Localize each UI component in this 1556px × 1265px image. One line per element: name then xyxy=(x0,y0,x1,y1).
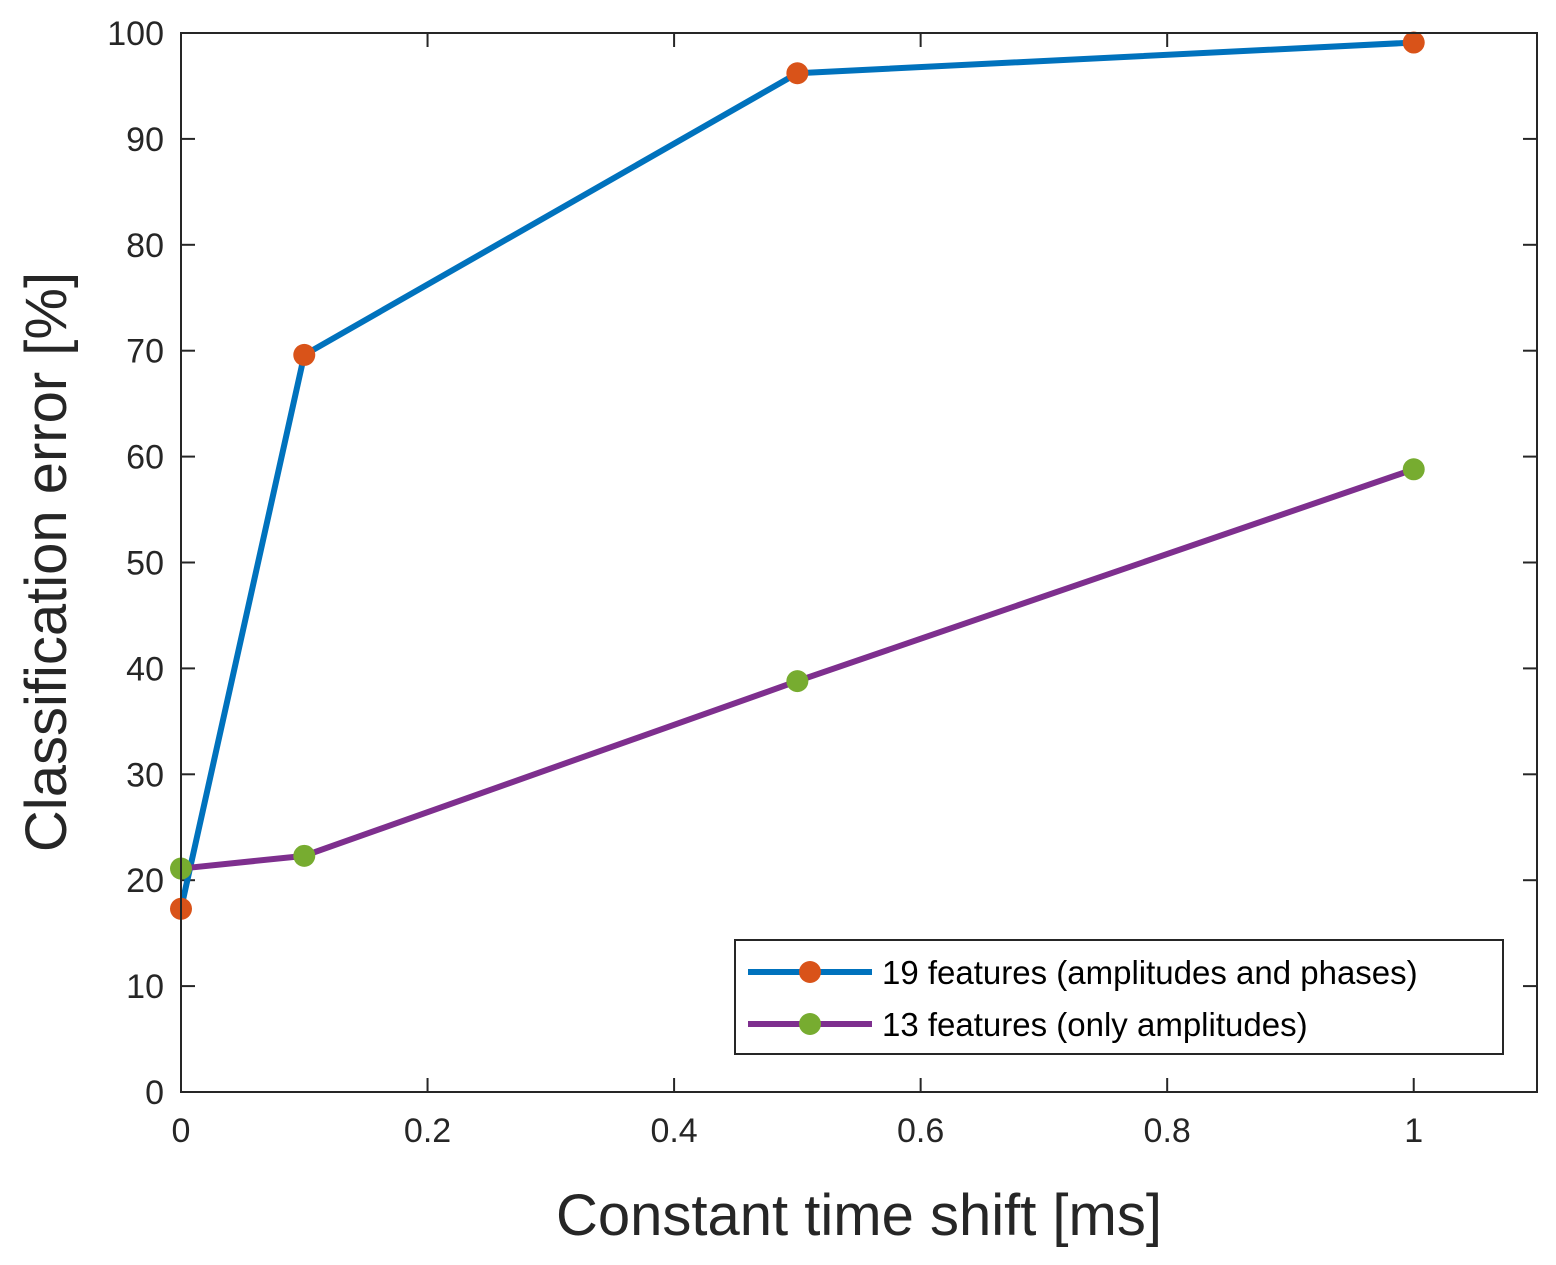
x-tick-label: 0 xyxy=(172,1112,191,1150)
data-point-series-2 xyxy=(1402,458,1425,481)
series-line-1 xyxy=(178,39,1414,910)
x-tick-label: 0.6 xyxy=(897,1112,944,1150)
x-tick-label: 0.8 xyxy=(1144,1112,1191,1150)
y-tick-label: 30 xyxy=(126,756,164,794)
y-tick-label: 80 xyxy=(126,227,164,265)
y-tick-label: 50 xyxy=(126,545,164,583)
legend-box xyxy=(734,939,1504,1055)
y-tick-label: 20 xyxy=(126,862,164,900)
data-point-series-1 xyxy=(786,62,809,85)
y-tick-label: 0 xyxy=(145,1074,164,1112)
legend-label-2: 13 features (only amplitudes) xyxy=(882,1006,1308,1043)
series-line-2 xyxy=(180,466,1415,872)
data-point-series-1 xyxy=(1402,31,1425,54)
data-point-series-1 xyxy=(293,343,316,366)
y-tick-label: 60 xyxy=(126,439,164,477)
y-tick-label: 70 xyxy=(126,333,164,371)
y-tick-label: 10 xyxy=(126,968,164,1006)
x-axis-label: Constant time shift [ms] xyxy=(556,1183,1162,1248)
legend-marker-2 xyxy=(799,1013,821,1035)
x-tick-label: 1 xyxy=(1404,1112,1423,1150)
x-tick-label: 0.2 xyxy=(404,1112,451,1150)
x-tick-label: 0.4 xyxy=(650,1112,697,1150)
data-point-series-2 xyxy=(293,844,316,867)
y-axis-label: Classification error [%] xyxy=(14,272,79,852)
data-point-series-2 xyxy=(786,670,809,693)
legend-marker-1 xyxy=(799,961,821,983)
y-tick-label: 40 xyxy=(126,650,164,688)
series-group xyxy=(170,31,1425,920)
legend: 19 features (amplitudes and phases) 13 f… xyxy=(734,939,1504,1055)
legend-label-1: 19 features (amplitudes and phases) xyxy=(882,954,1418,991)
y-tick-label: 90 xyxy=(126,121,164,159)
plot-box xyxy=(180,32,1538,1093)
y-tick-label: 100 xyxy=(107,15,164,53)
